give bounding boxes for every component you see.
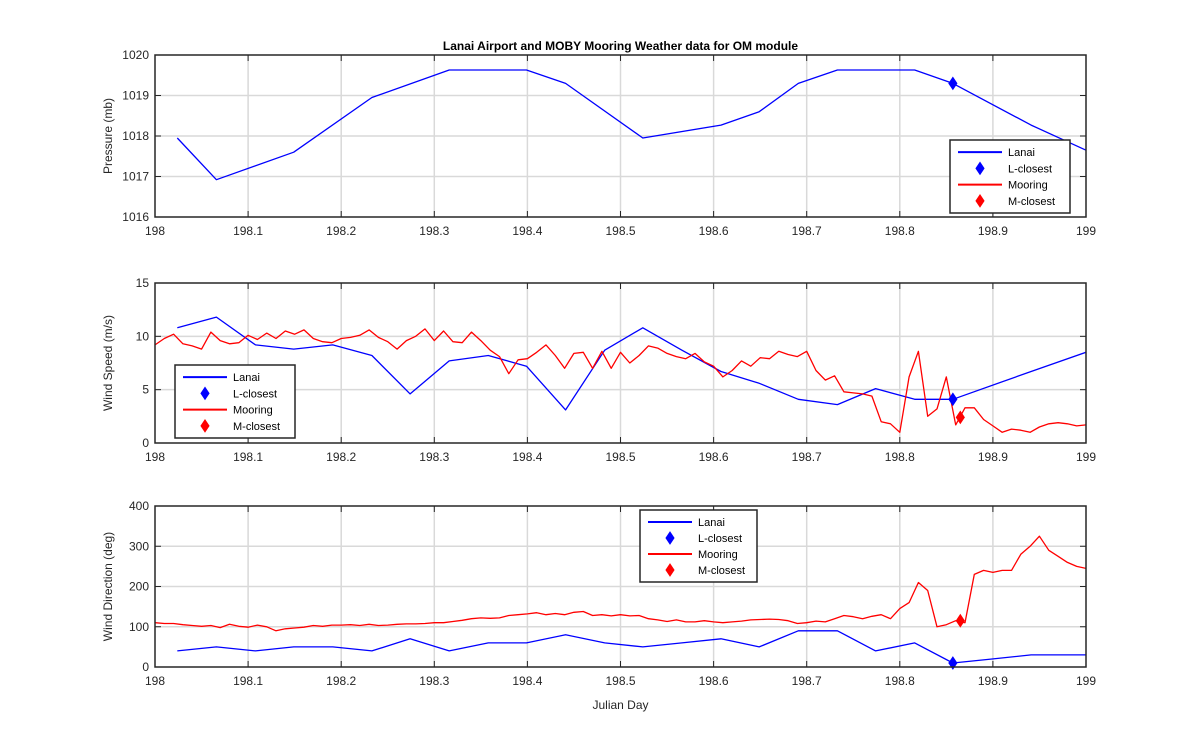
y-tick-label: 1019 xyxy=(122,89,149,103)
x-tick-label: 198.6 xyxy=(699,674,729,688)
y-tick-label: 0 xyxy=(142,436,149,450)
x-tick-label: 198.4 xyxy=(512,674,542,688)
x-tick-label: 198.8 xyxy=(885,674,915,688)
x-tick-label: 198.4 xyxy=(512,224,542,238)
x-tick-label: 198.2 xyxy=(326,674,356,688)
x-tick-label: 198 xyxy=(145,224,165,238)
legend-entry: M-closest xyxy=(698,565,745,577)
x-tick-label: 198.6 xyxy=(699,450,729,464)
legend-entry: L-closest xyxy=(698,533,742,545)
x-tick-label: 199 xyxy=(1076,674,1096,688)
legend: Lanai L-closest Mooring M-closest xyxy=(639,509,758,583)
legend-entry: Mooring xyxy=(1008,180,1048,192)
legend: Lanai L-closest Mooring M-closest xyxy=(949,139,1071,214)
series-line-mooring xyxy=(155,328,1086,433)
series-line-lanai xyxy=(177,630,1086,664)
series-line-lanai xyxy=(176,69,1086,181)
x-tick-label: 198.3 xyxy=(419,224,449,238)
y-tick-label: 300 xyxy=(129,539,149,553)
legend: Lanai L-closest Mooring M-closest xyxy=(174,364,296,439)
x-tick-label: 198.2 xyxy=(326,450,356,464)
series-group xyxy=(155,535,1086,664)
legend-entry: Mooring xyxy=(698,549,738,561)
legend-entry: M-closest xyxy=(1008,196,1055,208)
x-tick-label: 198.3 xyxy=(419,450,449,464)
legend-entry: L-closest xyxy=(1008,163,1052,175)
marker-l-closest xyxy=(948,656,958,670)
legend-entry: Mooring xyxy=(233,405,273,417)
legend-swatch-marker xyxy=(975,193,985,208)
legend-swatch-marker xyxy=(665,563,675,577)
x-tick-label: 198.4 xyxy=(512,450,542,464)
x-tick-label: 198.7 xyxy=(792,674,822,688)
marker-m-closest xyxy=(955,613,965,628)
y-axis-label: Wind Speed (m/s) xyxy=(101,315,115,411)
legend-entry: L-closest xyxy=(233,388,277,400)
y-tick-label: 1016 xyxy=(122,210,149,224)
x-tick-label: 198.9 xyxy=(978,224,1008,238)
legend-swatch-marker xyxy=(665,531,675,545)
x-tick-label: 198.3 xyxy=(419,674,449,688)
x-tick-label: 199 xyxy=(1076,450,1096,464)
y-tick-label: 0 xyxy=(142,660,149,674)
series-line-mooring xyxy=(155,535,1086,632)
series-group xyxy=(155,316,1086,433)
y-tick-label: 400 xyxy=(129,499,149,513)
y-tick-label: 10 xyxy=(136,329,150,343)
marker-l-closest xyxy=(948,76,958,91)
x-tick-label: 198.7 xyxy=(792,450,822,464)
x-tick-label: 198.5 xyxy=(605,450,635,464)
x-tick-label: 198.6 xyxy=(699,224,729,238)
x-tick-label: 198.1 xyxy=(233,674,263,688)
legend-swatch-marker xyxy=(200,418,210,433)
y-axis-label: Wind Direction (deg) xyxy=(101,532,115,641)
legend-entry: M-closest xyxy=(233,421,280,433)
y-tick-label: 1020 xyxy=(122,48,149,62)
legend-entry: Lanai xyxy=(233,372,260,384)
legend-swatch-marker xyxy=(975,161,985,176)
x-tick-label: 198.9 xyxy=(978,450,1008,464)
panel-1: 198 198.1 198.2 198.3 198.4 198.5 198.6 198.7 19… xyxy=(101,39,1096,238)
y-tick-label: 1018 xyxy=(122,129,149,143)
legend-entry: Lanai xyxy=(698,517,725,529)
y-tick-label: 200 xyxy=(129,580,149,594)
x-tick-label: 198.2 xyxy=(326,224,356,238)
x-axis-label: Julian Day xyxy=(592,698,648,712)
y-tick-label: 5 xyxy=(142,383,149,397)
x-tick-label: 198 xyxy=(145,450,165,464)
y-axis-label: Pressure (mb) xyxy=(101,98,115,174)
x-tick-label: 198.7 xyxy=(792,224,822,238)
chart-title: Lanai Airport and MOBY Mooring Weather d… xyxy=(443,39,798,53)
x-tick-label: 198.5 xyxy=(605,224,635,238)
panel-2: 198 198.1 198.2 198.3 198.4 198.5 198.6 198.7 19… xyxy=(101,276,1096,464)
x-tick-label: 199 xyxy=(1076,224,1096,238)
x-tick-label: 198.8 xyxy=(885,450,915,464)
legend-swatch-marker xyxy=(200,386,210,401)
x-tick-label: 198.8 xyxy=(885,224,915,238)
x-tick-label: 198.1 xyxy=(233,450,263,464)
legend-entry: Lanai xyxy=(1008,147,1035,159)
x-tick-label: 198 xyxy=(145,674,165,688)
series-group xyxy=(176,69,1086,181)
x-tick-label: 198.1 xyxy=(233,224,263,238)
y-tick-label: 1017 xyxy=(122,170,149,184)
panel-3: 198 198.1 198.2 198.3 198.4 198.5 198.6 198.7 19… xyxy=(101,499,1096,712)
y-tick-label: 100 xyxy=(129,620,149,634)
x-tick-label: 198.5 xyxy=(605,674,635,688)
y-tick-label: 15 xyxy=(136,276,150,290)
x-tick-label: 198.9 xyxy=(978,674,1008,688)
series-line-lanai xyxy=(177,316,1086,411)
marker-l-closest xyxy=(948,392,958,407)
marker-m-closest xyxy=(955,410,965,425)
